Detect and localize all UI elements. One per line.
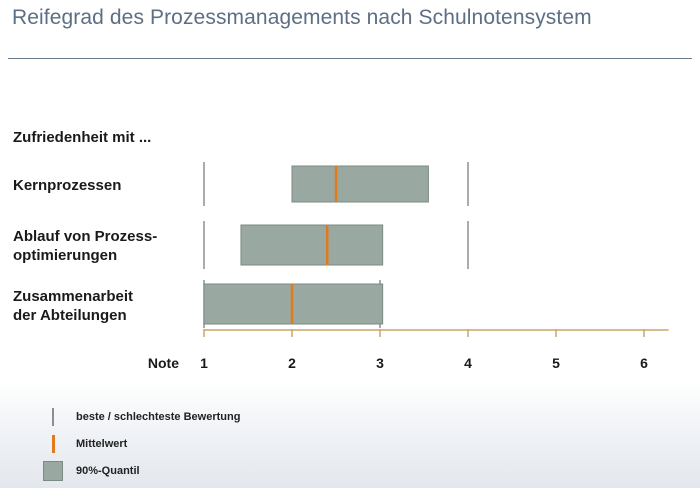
- quantile-box-1: [240, 224, 384, 266]
- category-label-kernprozessen: Kernprozessen: [13, 177, 122, 194]
- category-label-zusammenarbeit: Zusammenarbeit der Abteilungen: [13, 288, 134, 324]
- question-label: Zufriedenheit mit ...: [13, 129, 152, 146]
- legend-label-mean: Mittelwert: [76, 438, 128, 450]
- chart-title: Reifegrad des Prozessmanagements nach Sc…: [12, 6, 592, 29]
- legend-symbol-mean: [42, 433, 64, 455]
- x-axis-label: Note: [148, 355, 179, 371]
- x-tick-label-4: 4: [464, 355, 472, 371]
- legend-item-range: beste / schlechteste Bewertung: [42, 406, 240, 428]
- legend-symbol-quantile: [42, 460, 64, 482]
- x-tick-label-3: 3: [376, 355, 384, 371]
- legend-label-range: beste / schlechteste Bewertung: [76, 411, 241, 423]
- category-label-ablauf: Ablauf von Prozess- optimierungen: [13, 228, 158, 264]
- legend-symbol-range: [42, 406, 64, 428]
- title-divider: [8, 58, 692, 59]
- x-tick-label-6: 6: [640, 355, 648, 371]
- quantile-box-0: [291, 165, 429, 203]
- x-tick-label-1: 1: [200, 355, 208, 371]
- quantile-box-2: [203, 283, 384, 325]
- legend-item-mean: Mittelwert: [42, 433, 127, 455]
- x-tick-label-5: 5: [552, 355, 560, 371]
- legend-label-quantile: 90%-Quantil: [76, 465, 140, 477]
- legend-item-quantile: 90%-Quantil: [42, 460, 140, 482]
- x-tick-label-2: 2: [288, 355, 296, 371]
